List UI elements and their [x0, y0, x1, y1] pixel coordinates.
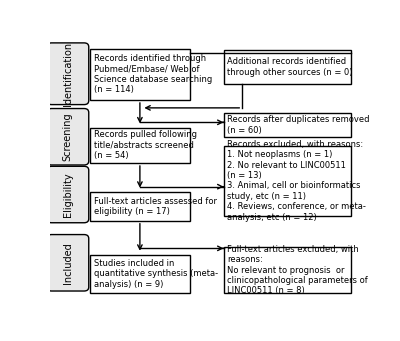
Text: Full-text articles excluded, with
reasons:
No relevant to prognosis  or
clinicop: Full-text articles excluded, with reason… — [227, 245, 368, 295]
FancyBboxPatch shape — [224, 247, 351, 293]
FancyBboxPatch shape — [224, 146, 351, 216]
Text: Records after duplicates removed
(n = 60): Records after duplicates removed (n = 60… — [227, 115, 370, 135]
Text: Screening: Screening — [63, 113, 73, 161]
FancyBboxPatch shape — [90, 255, 190, 293]
Text: Additional records identified
through other sources (n = 0): Additional records identified through ot… — [227, 58, 353, 77]
FancyBboxPatch shape — [47, 235, 89, 291]
Text: Identification: Identification — [63, 42, 73, 106]
Text: Records pulled following
title/abstracts screened
(n = 54): Records pulled following title/abstracts… — [94, 130, 197, 160]
Text: Eligibility: Eligibility — [63, 172, 73, 217]
FancyBboxPatch shape — [47, 108, 89, 165]
Text: Full-text articles assessed for
eligibility (n = 17): Full-text articles assessed for eligibil… — [94, 197, 217, 216]
FancyBboxPatch shape — [90, 192, 190, 221]
FancyBboxPatch shape — [90, 49, 190, 100]
FancyBboxPatch shape — [47, 166, 89, 223]
FancyBboxPatch shape — [90, 128, 190, 163]
Text: Records identified through
Pubmed/Embase/ Web of
Science database searching
(n =: Records identified through Pubmed/Embase… — [94, 54, 212, 94]
Text: Included: Included — [63, 242, 73, 284]
Text: Studies included in
quantitative synthesis (meta-
analysis) (n = 9): Studies included in quantitative synthes… — [94, 259, 218, 289]
Text: Records excluded, with reasons:
1. Not neoplasms (n = 1)
2. No relevant to LINC0: Records excluded, with reasons: 1. Not n… — [227, 140, 366, 222]
FancyBboxPatch shape — [224, 113, 351, 137]
FancyBboxPatch shape — [224, 50, 351, 84]
FancyBboxPatch shape — [47, 43, 89, 105]
